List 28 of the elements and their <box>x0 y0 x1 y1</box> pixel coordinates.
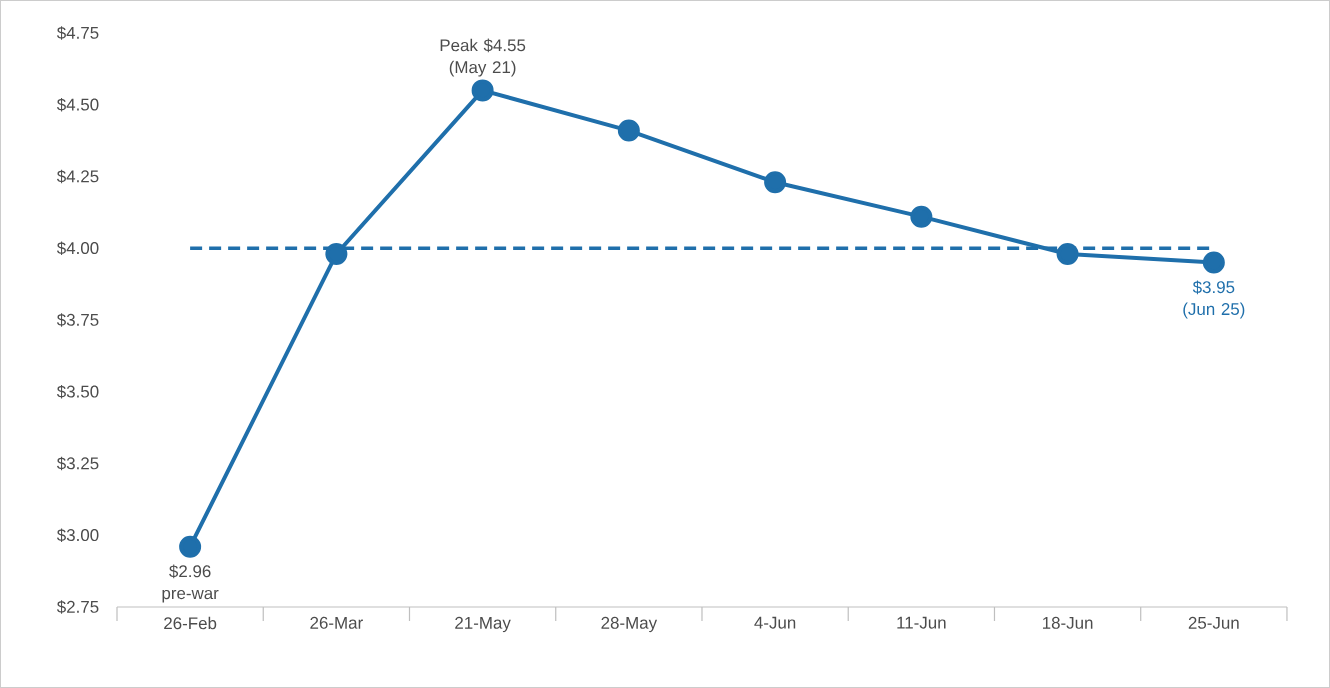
point <box>179 535 202 558</box>
point <box>910 205 933 228</box>
y-tick-label: $3.50 <box>56 384 99 399</box>
x-tick-label: 21-May <box>455 616 511 633</box>
point <box>1202 251 1225 274</box>
x-tick-label: 26-Mar <box>310 616 363 629</box>
y-tick-label: $3.00 <box>56 528 99 543</box>
point <box>1056 242 1079 265</box>
y-tick-label: $4.50 <box>56 97 99 112</box>
x-tick-label: 28-May <box>601 616 658 633</box>
y-tick-label: $3.75 <box>56 313 99 327</box>
point <box>471 79 494 102</box>
x-tick-label: 25-Jun <box>1188 616 1239 629</box>
x-tick-label: 26-Feb <box>164 616 217 630</box>
annotation: Peak $4.55 (May 21) <box>440 38 526 77</box>
point <box>764 171 787 194</box>
point <box>617 119 640 142</box>
point <box>325 242 348 265</box>
x-tick-label: 18-Jun <box>1043 616 1093 629</box>
x-tick-label: 11-Jun <box>897 616 946 629</box>
y-tick-label: $4.00 <box>56 241 99 256</box>
x-tick-label: 4-Jun <box>754 616 796 629</box>
annotation: $2.96 pre-war <box>162 564 219 603</box>
y-tick-label: $4.25 <box>56 169 99 184</box>
y-tick-label: $4.75 <box>56 26 99 40</box>
y-tick-label: $3.25 <box>56 456 99 471</box>
y-tick-label: $2.75 <box>56 600 99 614</box>
annotation: $3.95 (Jun 25) <box>1183 280 1245 319</box>
